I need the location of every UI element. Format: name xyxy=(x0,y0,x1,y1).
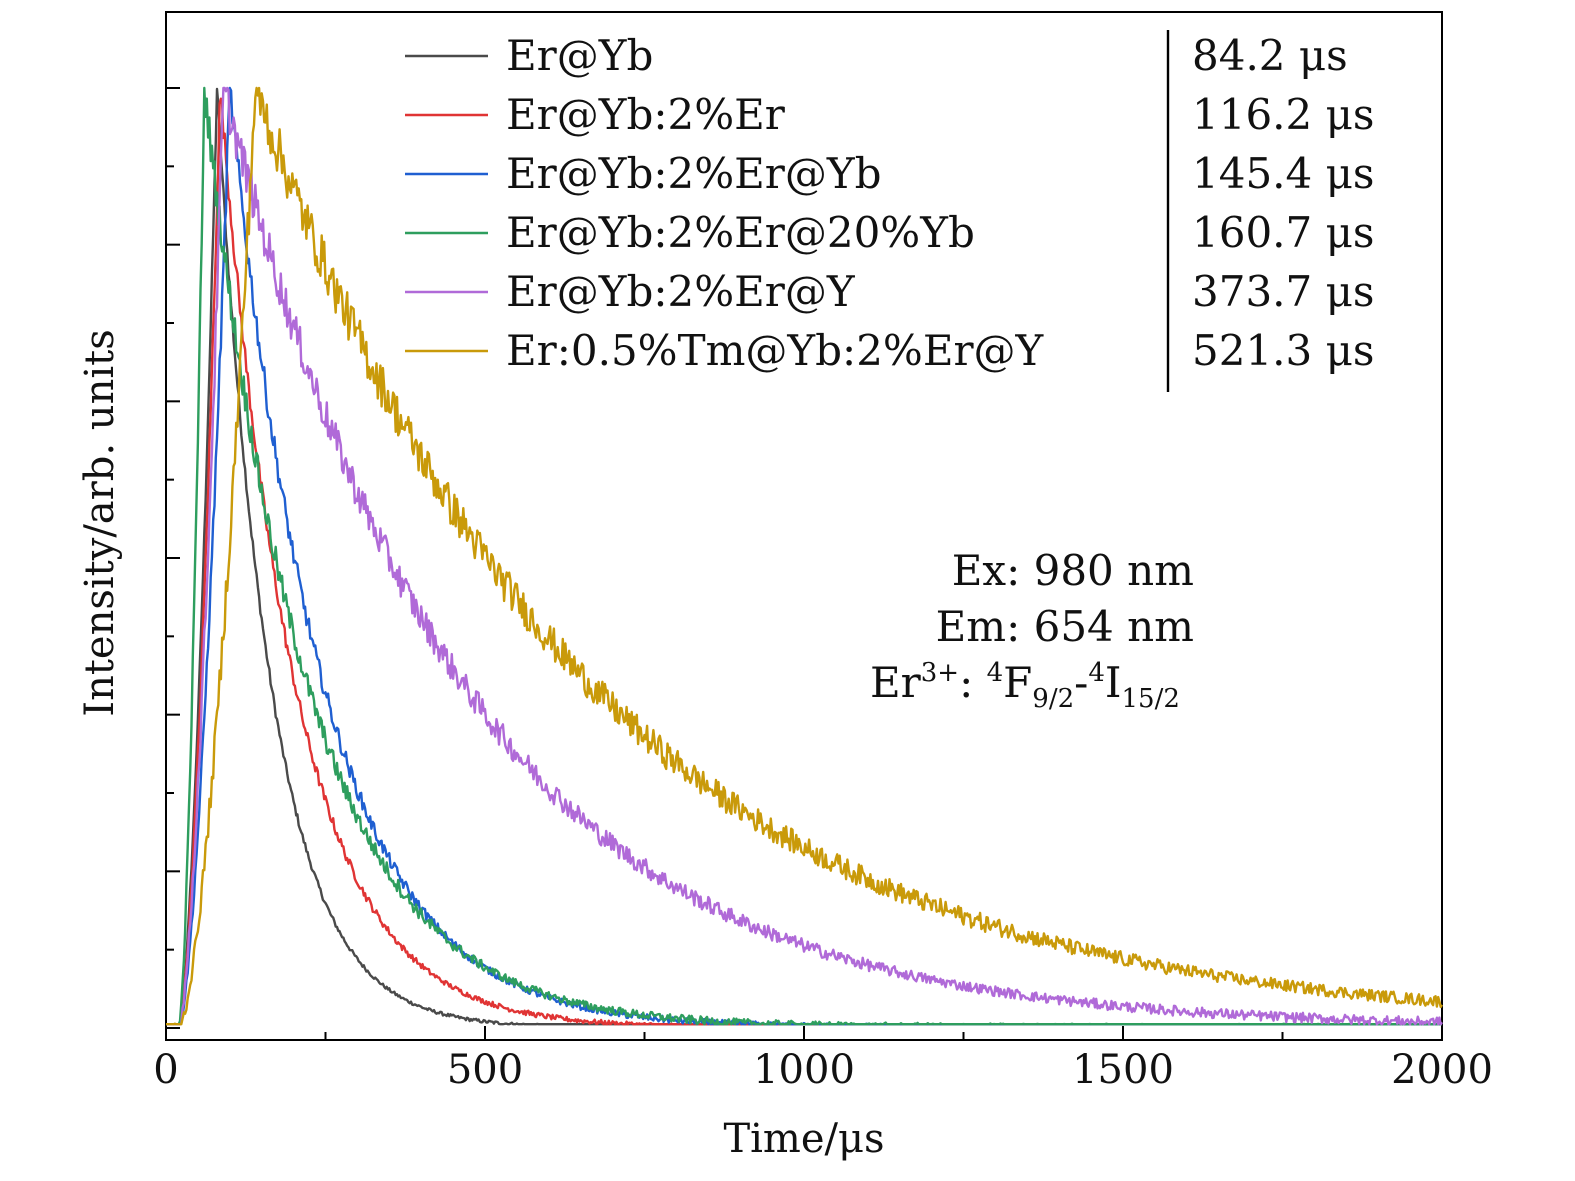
transition-sub-a: 9/2 xyxy=(1032,684,1074,714)
y-axis-ticks xyxy=(166,87,180,1029)
x-axis-label: Time/μs xyxy=(723,1116,884,1162)
legend-label: Er@Yb xyxy=(506,31,653,80)
x-tick-label: 2000 xyxy=(1391,1047,1493,1093)
transition-state-i: I xyxy=(1105,658,1122,707)
legend-lifetime: 521.3 μs xyxy=(1192,326,1374,375)
legend-lifetime: 373.7 μs xyxy=(1192,267,1374,316)
x-tick-label: 500 xyxy=(447,1047,523,1093)
y-axis-label: Intensity/arb. units xyxy=(77,329,123,716)
legend-lifetime: 116.2 μs xyxy=(1192,90,1374,139)
transition-sup-a: 4 xyxy=(987,658,1004,688)
transition-ion: Er xyxy=(870,658,922,707)
emission-annotation: Em: 654 nm xyxy=(936,602,1194,651)
x-tick-label: 0 xyxy=(153,1047,178,1093)
x-axis-ticks xyxy=(165,1026,1443,1040)
transition-state-f: F xyxy=(1003,658,1032,707)
transition-annotation: Er3+: 4F9/2-4I15/2 xyxy=(870,658,1180,714)
series-line xyxy=(166,86,1442,1026)
legend-label: Er@Yb:2%Er@Yb xyxy=(506,149,881,198)
transition-sup-b: 4 xyxy=(1088,658,1105,688)
legend: Er@Yb 84.2 μs Er@Yb:2%Er 116.2 μs Er@Yb:2%Er… xyxy=(405,31,1374,375)
series-line xyxy=(166,86,1444,1026)
transition-dash: - xyxy=(1074,658,1088,707)
legend-label: Er@Yb:2%Er xyxy=(506,90,786,139)
transition-charge: 3+ xyxy=(921,658,959,688)
x-tick-label: 1500 xyxy=(1072,1047,1174,1093)
excitation-annotation: Ex: 980 nm xyxy=(952,546,1194,595)
decay-curves xyxy=(166,86,1444,1026)
x-tick-labels: 0 500 1000 1500 2000 xyxy=(153,1047,1493,1093)
transition-sub-b: 15/2 xyxy=(1121,684,1179,714)
transition-colon: : xyxy=(959,658,987,707)
legend-label: Er@Yb:2%Er@20%Yb xyxy=(506,208,975,257)
x-tick-label: 1000 xyxy=(753,1047,855,1093)
series-line xyxy=(166,86,1443,1026)
legend-lifetime: 160.7 μs xyxy=(1192,208,1374,257)
legend-lifetime: 84.2 μs xyxy=(1192,31,1348,80)
legend-lifetime: 145.4 μs xyxy=(1192,149,1374,198)
legend-label: Er@Yb:2%Er@Y xyxy=(506,267,856,316)
legend-label: Er:0.5%Tm@Yb:2%Er@Y xyxy=(506,326,1045,375)
